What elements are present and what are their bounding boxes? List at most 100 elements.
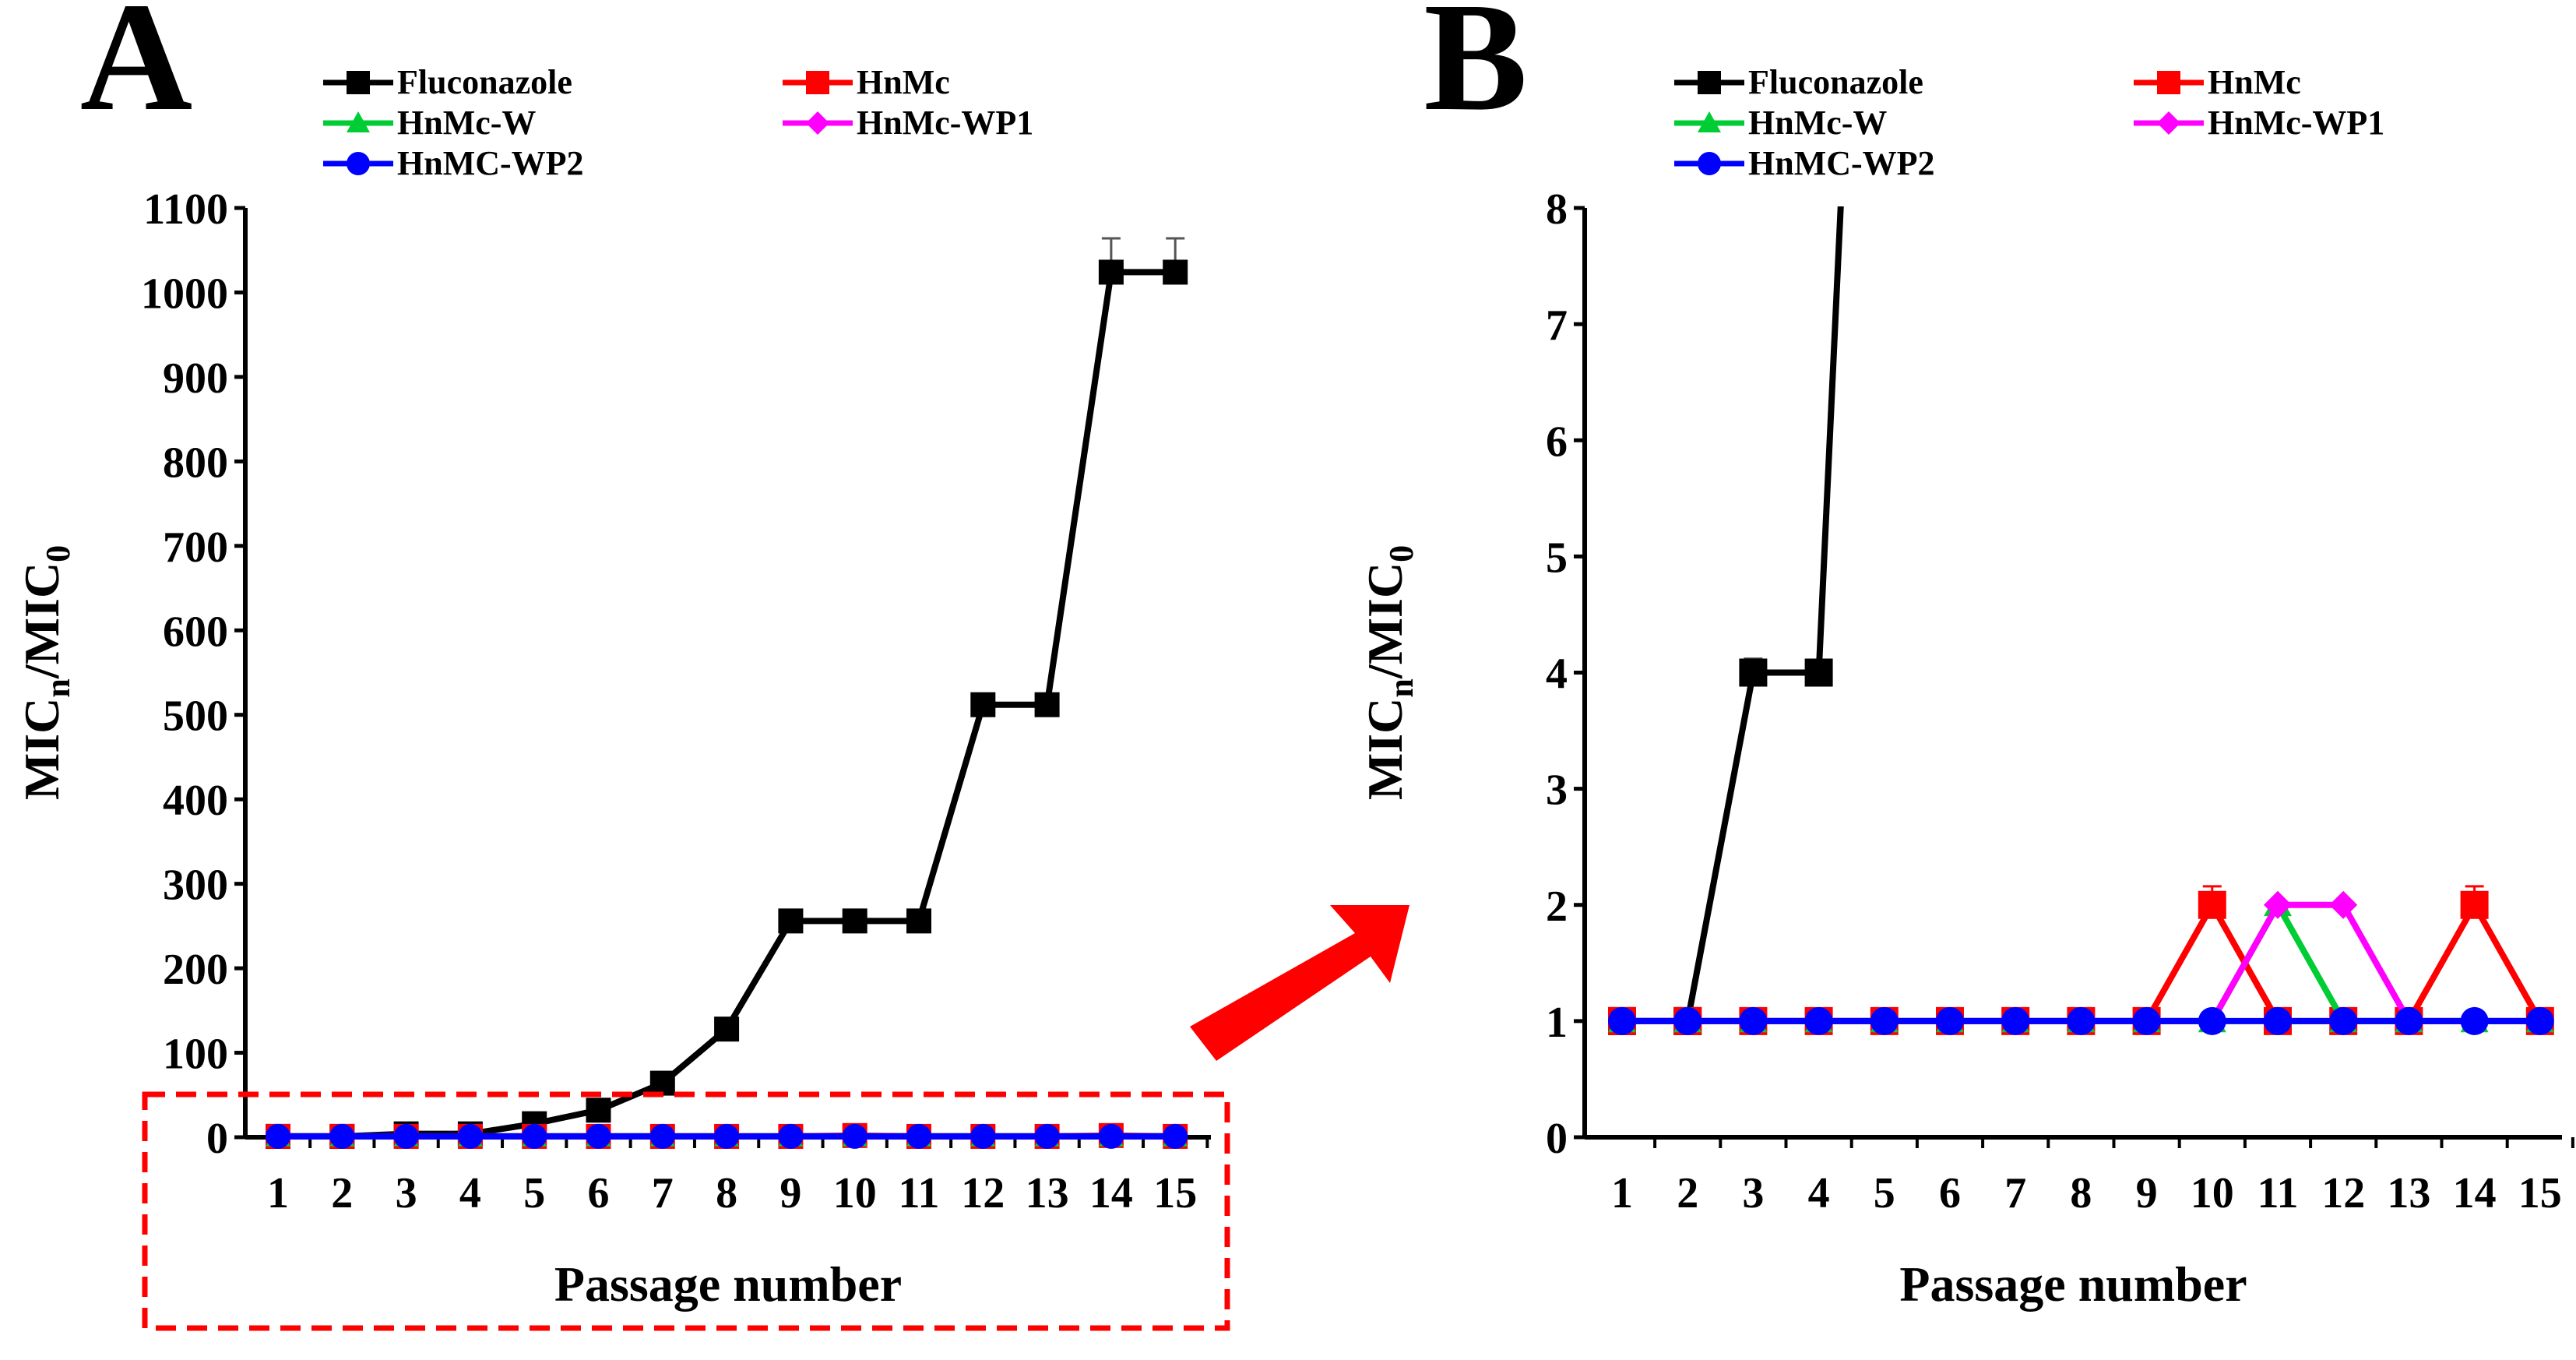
x-tick-label: 7 [2004, 1169, 2026, 1217]
data-point [457, 1123, 483, 1149]
y-tick-label: 1000 [141, 270, 228, 318]
y-tick-label: 900 [163, 354, 228, 403]
data-point [1739, 1006, 1768, 1035]
x-tick-label: 11 [2258, 1169, 2299, 1217]
y-tick-label: 1100 [143, 185, 228, 234]
data-point [1739, 658, 1768, 687]
y-axis-title-part: MIC [1357, 698, 1413, 801]
x-tick-label: 6 [588, 1169, 610, 1217]
x-tick-label: 10 [2191, 1169, 2234, 1217]
legend-label: HnMc-W [397, 104, 536, 142]
plot-area [1608, 206, 2554, 1035]
legend-entry: HnMc-W [323, 104, 536, 142]
data-point [1098, 1123, 1124, 1149]
legend-marker [1698, 71, 1721, 94]
data-point [266, 1123, 290, 1149]
data-point [714, 1016, 740, 1042]
data-point [842, 1123, 867, 1149]
data-point [1870, 1006, 1899, 1035]
series-line [1622, 901, 2540, 1024]
legend-entry: Fluconazole [1674, 63, 1923, 101]
y-axis-title-part: 0 [1382, 545, 1420, 562]
x-tick-label: 6 [1939, 1169, 1961, 1217]
legend-entry: HnMc-WP1 [783, 104, 1033, 142]
data-point [778, 908, 804, 934]
data-point [2264, 1006, 2292, 1035]
x-tick-label: 5 [523, 1169, 545, 1217]
x-tick-label: 11 [899, 1169, 940, 1217]
legend-marker [2157, 71, 2180, 94]
y-tick-label: 0 [206, 1115, 228, 1163]
series-hnmc-wp2 [1608, 1006, 2554, 1035]
y-axis-title-part: n [1382, 678, 1420, 697]
panel-letter: B [1423, 0, 1527, 143]
data-point [1034, 1123, 1060, 1149]
y-tick-label: 400 [163, 777, 228, 825]
data-point [1608, 1006, 1636, 1035]
data-point [1804, 1006, 1833, 1035]
y-tick-label: 1 [1546, 999, 1568, 1047]
x-tick-label: 5 [1874, 1169, 1895, 1217]
x-axis-title: Passage number [1899, 1256, 2247, 1312]
x-tick-label: 1 [1611, 1169, 1633, 1217]
x-tick-label: 1 [267, 1169, 289, 1217]
y-tick-label: 5 [1546, 534, 1568, 582]
data-point [2329, 890, 2358, 919]
y-tick-label: 7 [1546, 301, 1568, 350]
x-tick-label: 12 [2321, 1169, 2365, 1217]
y-tick-label: 3 [1546, 766, 1568, 815]
legend-label: Fluconazole [1748, 63, 1923, 101]
data-point [778, 1123, 804, 1149]
legend-entry: HnMc-WP1 [2134, 104, 2384, 142]
legend-marker [347, 152, 370, 175]
data-point [2395, 1006, 2423, 1035]
y-axis-title-part: /MIC [1357, 562, 1413, 679]
legend-label: HnMc [2208, 63, 2301, 101]
x-tick-label: 7 [652, 1169, 674, 1217]
data-point [1163, 259, 1188, 285]
y-tick-label: 500 [163, 692, 228, 741]
data-point [714, 1123, 740, 1149]
data-point [2198, 890, 2226, 919]
data-point [329, 1123, 355, 1149]
data-point [842, 908, 867, 934]
legend-label: HnMC-WP2 [1748, 144, 1935, 182]
data-point [970, 1123, 996, 1149]
y-tick-label: 6 [1546, 418, 1568, 466]
legend-label: Fluconazole [397, 63, 572, 101]
y-tick-label: 4 [1546, 650, 1568, 699]
x-tick-label: 9 [779, 1169, 801, 1217]
data-point [2264, 890, 2292, 919]
data-point [906, 1123, 931, 1149]
data-point [2067, 1006, 2096, 1035]
data-point [586, 1098, 611, 1123]
x-tick-label: 13 [2387, 1169, 2430, 1217]
data-point [586, 1123, 611, 1149]
legend-label: HnMC-WP2 [397, 144, 584, 182]
legend-marker [347, 111, 370, 132]
y-tick-label: 0 [1546, 1115, 1568, 1163]
zoom-arrow [1190, 905, 1409, 1061]
y-tick-label: 600 [163, 608, 228, 656]
x-tick-label: 4 [1808, 1169, 1830, 1217]
y-axis-title: MICn/MIC0 [1357, 545, 1420, 800]
x-axis-title: Passage number [554, 1256, 902, 1312]
legend-marker [1698, 111, 1721, 132]
data-point [649, 1070, 675, 1096]
x-tick-label: 3 [1742, 1169, 1764, 1217]
legend-entry: HnMc-W [1674, 104, 1887, 142]
x-tick-label: 9 [2136, 1169, 2158, 1217]
x-tick-label: 13 [1026, 1169, 1069, 1217]
legend-entry: HnMC-WP2 [323, 144, 584, 182]
data-point [393, 1123, 419, 1149]
data-point [2525, 1006, 2554, 1035]
legend-entry: HnMC-WP2 [1674, 144, 1935, 182]
x-tick-label: 3 [396, 1169, 417, 1217]
legend-marker [806, 111, 829, 135]
x-tick-label: 15 [2518, 1169, 2562, 1217]
x-tick-label: 8 [2070, 1169, 2092, 1217]
legend-entry: Fluconazole [323, 63, 572, 101]
legend-marker [806, 71, 829, 94]
